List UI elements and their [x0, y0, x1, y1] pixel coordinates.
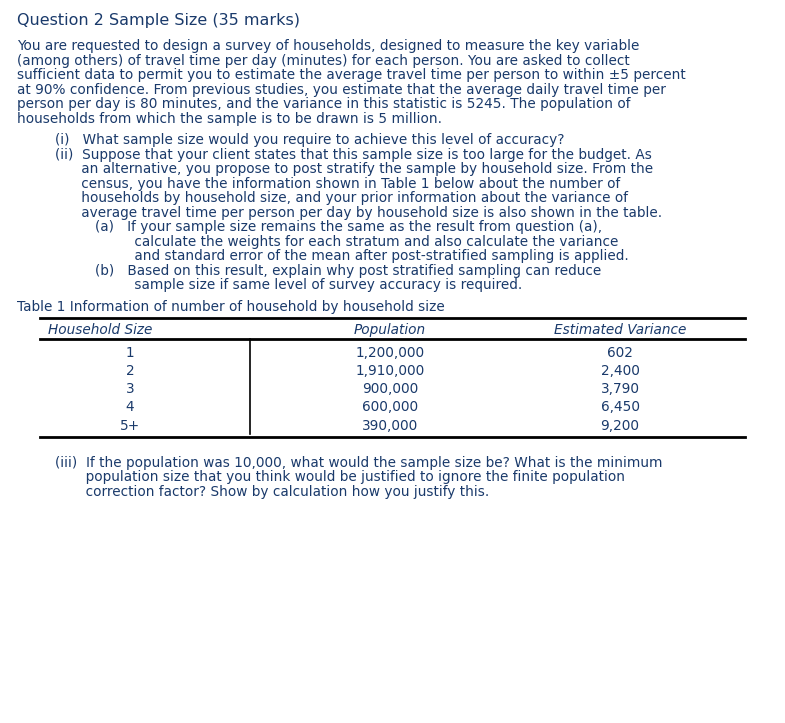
Text: 3: 3 [126, 382, 134, 396]
Text: (among others) of travel time per day (minutes) for each person. You are asked t: (among others) of travel time per day (m… [17, 54, 630, 67]
Text: 390,000: 390,000 [362, 419, 418, 432]
Text: 900,000: 900,000 [362, 382, 418, 396]
Text: 3,790: 3,790 [601, 382, 640, 396]
Text: 600,000: 600,000 [362, 401, 418, 414]
Text: Household Size: Household Size [48, 323, 152, 337]
Text: average travel time per person per day by household size is also shown in the ta: average travel time per person per day b… [55, 206, 662, 220]
Text: You are requested to design a survey of households, designed to measure the key : You are requested to design a survey of … [17, 39, 639, 53]
Text: 5+: 5+ [120, 419, 141, 432]
Text: 2: 2 [126, 364, 134, 378]
Text: (a)   If your sample size remains the same as the result from question (a),: (a) If your sample size remains the same… [95, 221, 602, 234]
Text: sufficient data to permit you to estimate the average travel time per person to : sufficient data to permit you to estimat… [17, 68, 686, 82]
Text: 1,200,000: 1,200,000 [356, 346, 425, 360]
Text: (ii)  Suppose that your client states that this sample size is too large for the: (ii) Suppose that your client states tha… [55, 147, 652, 162]
Text: (iii)  If the population was 10,000, what would the sample size be? What is the : (iii) If the population was 10,000, what… [55, 456, 663, 470]
Text: population size that you think would be justified to ignore the finite populatio: population size that you think would be … [55, 471, 625, 484]
Text: Table 1 Information of number of household by household size: Table 1 Information of number of househo… [17, 300, 445, 314]
Text: (b)   Based on this result, explain why post stratified sampling can reduce: (b) Based on this result, explain why po… [95, 264, 601, 278]
Text: (i)   What sample size would you require to achieve this level of accuracy?: (i) What sample size would you require t… [55, 133, 564, 147]
Text: households by household size, and your prior information about the variance of: households by household size, and your p… [55, 192, 628, 205]
Text: Population: Population [354, 323, 426, 337]
Text: 9,200: 9,200 [601, 419, 640, 432]
Text: person per day is 80 minutes, and the variance in this statistic is 5245. The po: person per day is 80 minutes, and the va… [17, 97, 630, 111]
Text: Question 2 Sample Size (35 marks): Question 2 Sample Size (35 marks) [17, 13, 300, 28]
Text: 6,450: 6,450 [601, 401, 640, 414]
Text: 4: 4 [126, 401, 134, 414]
Text: sample size if same level of survey accuracy is required.: sample size if same level of survey accu… [95, 278, 522, 292]
Text: correction factor? Show by calculation how you justify this.: correction factor? Show by calculation h… [55, 485, 489, 499]
Text: 1,910,000: 1,910,000 [356, 364, 425, 378]
Text: at 90% confidence. From previous studies, you estimate that the average daily tr: at 90% confidence. From previous studies… [17, 82, 666, 97]
Text: and standard error of the mean after post-stratified sampling is applied.: and standard error of the mean after pos… [95, 249, 629, 263]
Text: households from which the sample is to be drawn is 5 million.: households from which the sample is to b… [17, 111, 442, 126]
Text: census, you have the information shown in Table 1 below about the number of: census, you have the information shown i… [55, 177, 620, 191]
Text: calculate the weights for each stratum and also calculate the variance: calculate the weights for each stratum a… [95, 235, 619, 249]
Text: Estimated Variance: Estimated Variance [553, 323, 686, 337]
Text: 1: 1 [126, 346, 134, 360]
Text: 2,400: 2,400 [601, 364, 640, 378]
Text: 602: 602 [607, 346, 633, 360]
Text: an alternative, you propose to post stratify the sample by household size. From : an alternative, you propose to post stra… [55, 163, 653, 176]
